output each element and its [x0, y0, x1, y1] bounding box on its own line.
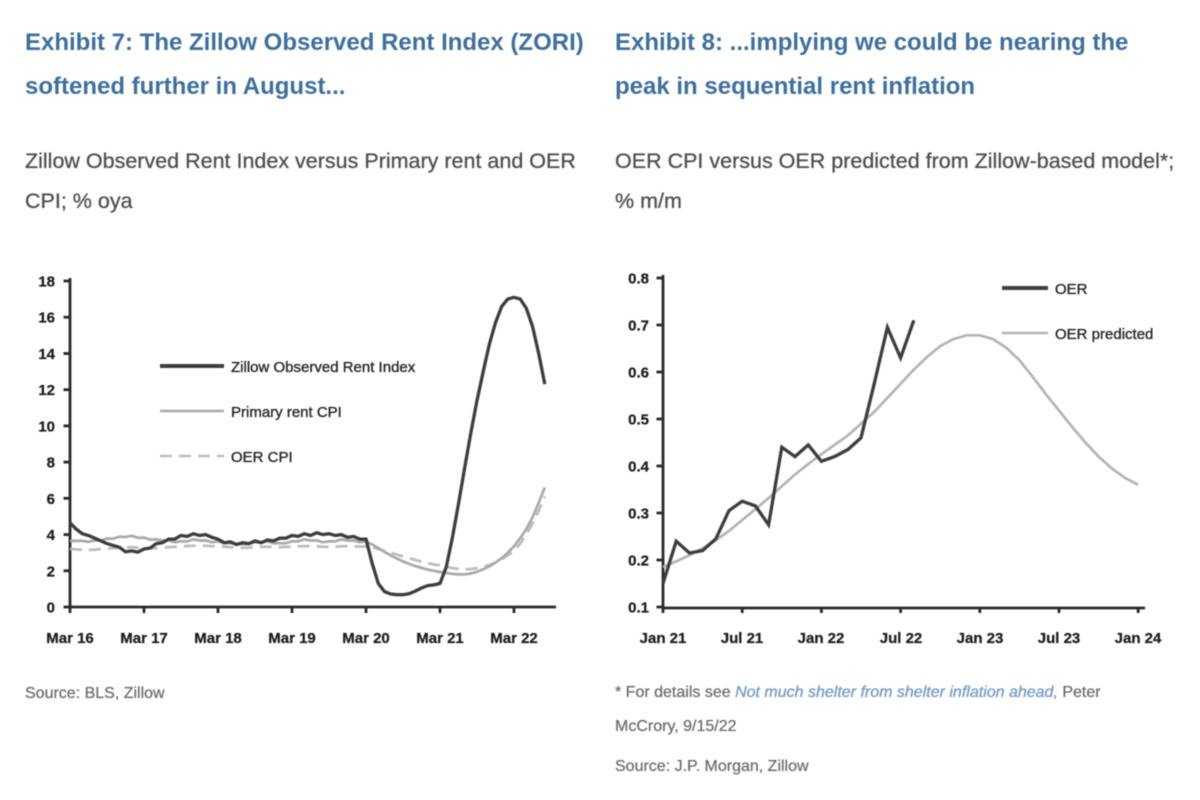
- svg-text:0.6: 0.6: [628, 365, 649, 382]
- svg-text:2: 2: [47, 563, 55, 580]
- svg-text:Jan 22: Jan 22: [798, 630, 845, 647]
- svg-text:OER: OER: [1055, 281, 1088, 298]
- svg-text:OER predicted: OER predicted: [1055, 326, 1153, 343]
- svg-text:0.4: 0.4: [628, 459, 650, 476]
- svg-text:Jul 23: Jul 23: [1038, 630, 1081, 647]
- svg-text:Mar 16: Mar 16: [46, 630, 94, 647]
- svg-text:0.2: 0.2: [628, 553, 649, 570]
- svg-text:Jan 24: Jan 24: [1115, 630, 1162, 647]
- svg-text:OER CPI: OER CPI: [231, 449, 293, 466]
- svg-text:14: 14: [38, 346, 55, 363]
- svg-text:0.7: 0.7: [628, 318, 649, 335]
- svg-text:Mar 20: Mar 20: [342, 630, 390, 647]
- svg-text:0: 0: [47, 600, 55, 617]
- svg-text:18: 18: [38, 274, 55, 291]
- svg-text:Mar 17: Mar 17: [120, 630, 168, 647]
- svg-text:0.5: 0.5: [628, 412, 649, 429]
- svg-text:Jul 22: Jul 22: [880, 630, 923, 647]
- svg-text:8: 8: [47, 455, 55, 472]
- svg-text:Primary rent CPI: Primary rent CPI: [231, 404, 342, 421]
- svg-text:10: 10: [38, 418, 55, 435]
- svg-text:0.1: 0.1: [628, 600, 649, 617]
- svg-text:Zillow Observed Rent Index: Zillow Observed Rent Index: [231, 359, 416, 376]
- svg-text:Mar 19: Mar 19: [268, 630, 316, 647]
- svg-text:Mar 18: Mar 18: [194, 630, 242, 647]
- svg-text:Jan 23: Jan 23: [957, 630, 1004, 647]
- svg-text:Jan 21: Jan 21: [640, 630, 687, 647]
- svg-text:Mar 22: Mar 22: [490, 630, 538, 647]
- svg-text:Jul 21: Jul 21: [721, 630, 764, 647]
- svg-text:16: 16: [38, 310, 55, 327]
- svg-text:Mar 21: Mar 21: [416, 630, 464, 647]
- svg-text:4: 4: [47, 527, 56, 544]
- svg-text:0.8: 0.8: [628, 271, 649, 288]
- svg-text:12: 12: [38, 382, 55, 399]
- svg-text:0.3: 0.3: [628, 506, 649, 523]
- svg-text:6: 6: [47, 491, 55, 508]
